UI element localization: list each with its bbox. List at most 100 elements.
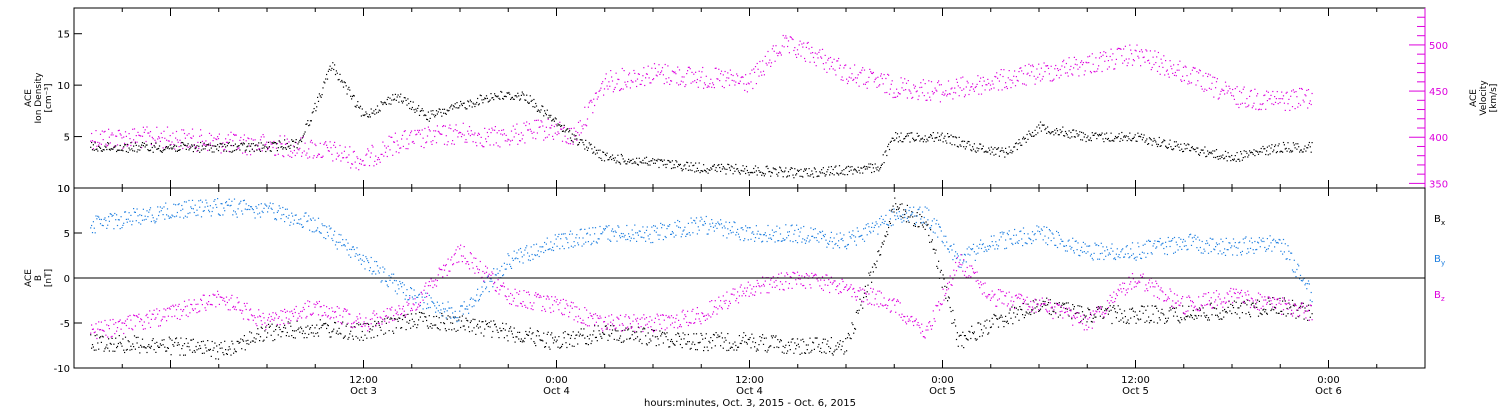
velocity-point: [1047, 65, 1049, 67]
ion-density-point: [878, 170, 880, 172]
by-point: [480, 293, 482, 296]
by-point: [745, 230, 748, 232]
bx-point: [1286, 307, 1288, 310]
bx-point: [716, 336, 718, 339]
velocity-point: [1220, 90, 1222, 92]
ion-density-point: [1181, 148, 1183, 150]
by-point: [369, 267, 371, 269]
by-point: [222, 214, 224, 216]
velocity-point: [977, 75, 979, 77]
velocity-point: [133, 128, 136, 130]
by-point: [338, 233, 340, 236]
bx-point: [418, 311, 421, 313]
bx-point: [944, 285, 946, 287]
ion-density-point: [545, 114, 547, 116]
velocity-point: [349, 146, 351, 148]
velocity-point: [406, 138, 408, 140]
velocity-point: [670, 80, 673, 82]
ion-density-point: [134, 142, 136, 144]
ion-density-point: [105, 146, 107, 148]
bx-point: [399, 317, 401, 319]
velocity-point: [318, 153, 320, 155]
by-point: [224, 210, 226, 212]
velocity-point: [678, 84, 680, 86]
bx-point: [216, 345, 218, 347]
ion-density-point: [266, 146, 268, 148]
by-point: [142, 208, 144, 210]
density-tick-label: 10: [57, 81, 70, 92]
by-point: [531, 253, 533, 256]
velocity-point: [402, 145, 404, 147]
velocity-point: [676, 82, 678, 84]
by-point: [155, 220, 157, 223]
bx-point: [1086, 321, 1088, 323]
by-point: [636, 232, 639, 234]
by-point: [183, 217, 185, 219]
ion-density-point: [795, 174, 797, 176]
bx-point: [262, 340, 264, 342]
ion-density-point: [175, 150, 177, 152]
by-point: [278, 205, 280, 207]
velocity-point: [1174, 71, 1176, 74]
by-point: [693, 219, 695, 221]
bx-point: [909, 216, 911, 218]
velocity-point: [143, 131, 145, 133]
ion-density-point: [196, 145, 198, 147]
by-point: [418, 293, 421, 295]
by-point: [130, 214, 132, 216]
by-point: [257, 213, 259, 215]
by-point: [790, 225, 792, 227]
bx-point: [1299, 305, 1302, 307]
by-point: [726, 237, 728, 239]
bx-point: [1112, 306, 1114, 308]
velocity-point: [1061, 65, 1063, 67]
ion-density-point: [656, 160, 658, 162]
ion-density-point: [788, 175, 790, 177]
velocity-point: [856, 77, 858, 79]
ion-density-point: [457, 107, 459, 109]
velocity-point: [94, 141, 96, 143]
velocity-point: [1010, 87, 1012, 89]
ion-density-point: [265, 150, 267, 153]
by-point: [355, 253, 357, 255]
bx-point: [267, 332, 269, 334]
bx-point: [274, 339, 276, 341]
bx-point: [1119, 308, 1121, 310]
velocity-point: [928, 80, 930, 82]
velocity-point: [989, 89, 991, 91]
velocity-point: [1235, 103, 1237, 105]
bx-point: [416, 327, 418, 329]
bx-point: [179, 354, 181, 356]
ion-density-point: [1029, 133, 1031, 135]
ion-density-point: [888, 148, 891, 151]
ion-density-point: [268, 146, 270, 148]
ion-density-point: [137, 149, 139, 151]
velocity-point: [386, 155, 388, 158]
by-point: [447, 301, 449, 303]
velocity-point: [1064, 66, 1066, 68]
ion-density-point: [569, 137, 572, 139]
by-point: [345, 239, 347, 241]
velocity-point: [282, 155, 284, 157]
bx-point: [826, 343, 828, 345]
by-point: [688, 232, 690, 234]
bx-point: [957, 345, 959, 347]
velocity-point: [733, 80, 735, 82]
ion-density-point: [557, 123, 559, 125]
bx-point: [719, 335, 721, 337]
bx-point: [1170, 309, 1172, 311]
bx-point: [625, 327, 627, 329]
velocity-point: [99, 142, 101, 144]
velocity-point: [210, 134, 212, 136]
bx-point: [310, 332, 312, 334]
velocity-point: [271, 143, 273, 145]
bx-point: [805, 344, 807, 346]
velocity-point: [1064, 72, 1067, 74]
bx-point: [108, 350, 110, 352]
velocity-point: [1292, 89, 1294, 91]
bx-point: [1217, 316, 1219, 318]
ion-density-point: [151, 146, 153, 149]
ion-density-point: [784, 170, 786, 172]
ion-density-point: [740, 169, 742, 172]
bx-point: [532, 332, 534, 334]
